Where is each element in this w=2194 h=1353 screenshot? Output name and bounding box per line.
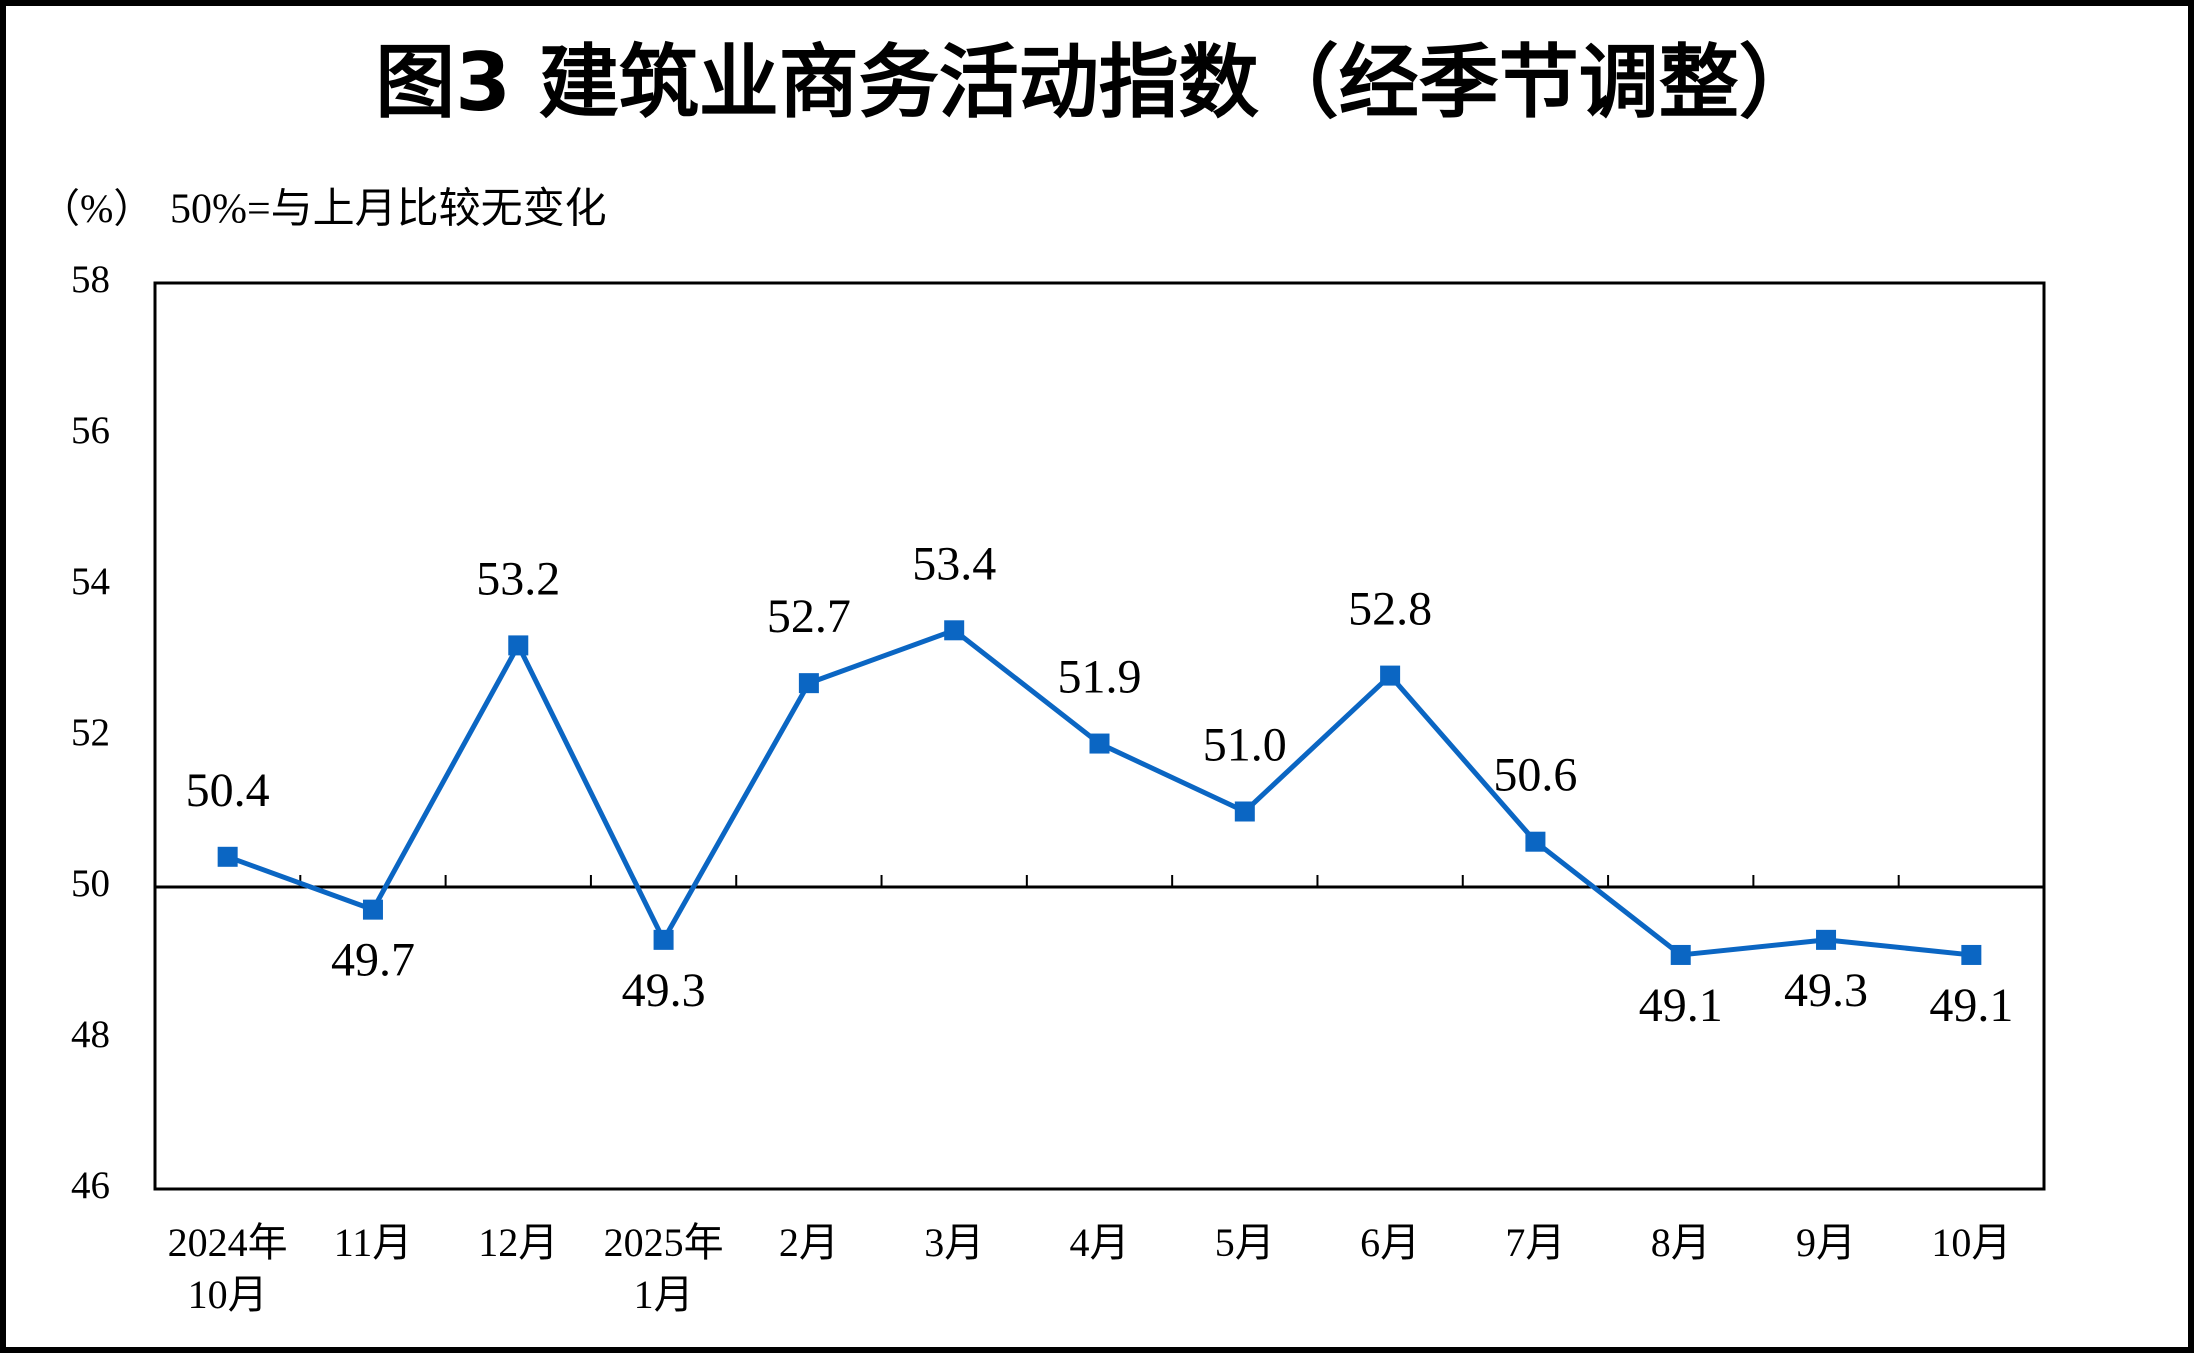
data-label: 50.6 [1493, 749, 1577, 802]
marker [217, 846, 238, 867]
data-label: 52.7 [767, 590, 851, 643]
marker [362, 899, 383, 920]
marker [1380, 665, 1401, 686]
x-tick-label: 2024年 10月 [167, 1220, 288, 1317]
y-tick-label: 50 [71, 862, 110, 905]
x-tick-label: 3月 [924, 1220, 985, 1265]
y-tick-label: 52 [71, 711, 110, 754]
y-tick-label: 56 [71, 409, 110, 452]
x-tick-label: 4月 [1069, 1220, 1130, 1265]
marker [1816, 929, 1837, 950]
x-tick-label: 10月 [1931, 1220, 2012, 1265]
marker [1525, 831, 1546, 852]
y-unit: （%） [40, 186, 153, 231]
chart-title: 图3 建筑业商务活动指数（经季节调整） [375, 36, 1819, 129]
x-tick-label: 2025年 1月 [603, 1220, 724, 1317]
y-tick-label: 58 [71, 258, 110, 301]
y-tick-label: 46 [71, 1164, 110, 1207]
x-tick-label: 2月 [778, 1220, 839, 1265]
x-tick-label: 8月 [1650, 1220, 1711, 1265]
marker [1234, 801, 1255, 822]
data-label: 49.3 [622, 964, 706, 1017]
x-tick-label: 7月 [1505, 1220, 1566, 1265]
data-label: 49.3 [1784, 964, 1868, 1017]
y-tick-label: 54 [71, 560, 110, 603]
data-label: 49.1 [1929, 979, 2013, 1032]
marker [653, 929, 674, 950]
data-label: 50.4 [186, 764, 270, 817]
marker [1961, 944, 1982, 965]
marker [944, 620, 965, 641]
x-tick-label: 5月 [1214, 1220, 1275, 1265]
data-label: 53.2 [476, 552, 560, 605]
x-tick-label: 6月 [1360, 1220, 1421, 1265]
x-tick-label: 11月 [333, 1220, 413, 1265]
y-tick-label: 48 [71, 1013, 110, 1056]
x-tick-label: 9月 [1796, 1220, 1857, 1265]
marker [1089, 733, 1110, 754]
x-tick-label: 12月 [478, 1220, 559, 1265]
note: 50%=与上月比较无变化 [170, 186, 607, 233]
plot-frame [153, 281, 2046, 1191]
data-label: 52.8 [1348, 583, 1432, 636]
data-label: 51.0 [1203, 719, 1287, 772]
data-label: 49.1 [1639, 979, 1723, 1032]
marker [508, 635, 529, 656]
data-label: 49.7 [331, 934, 415, 987]
marker [798, 673, 819, 694]
marker [1670, 944, 1691, 965]
data-label: 53.4 [912, 537, 996, 590]
data-label: 51.9 [1058, 651, 1142, 704]
